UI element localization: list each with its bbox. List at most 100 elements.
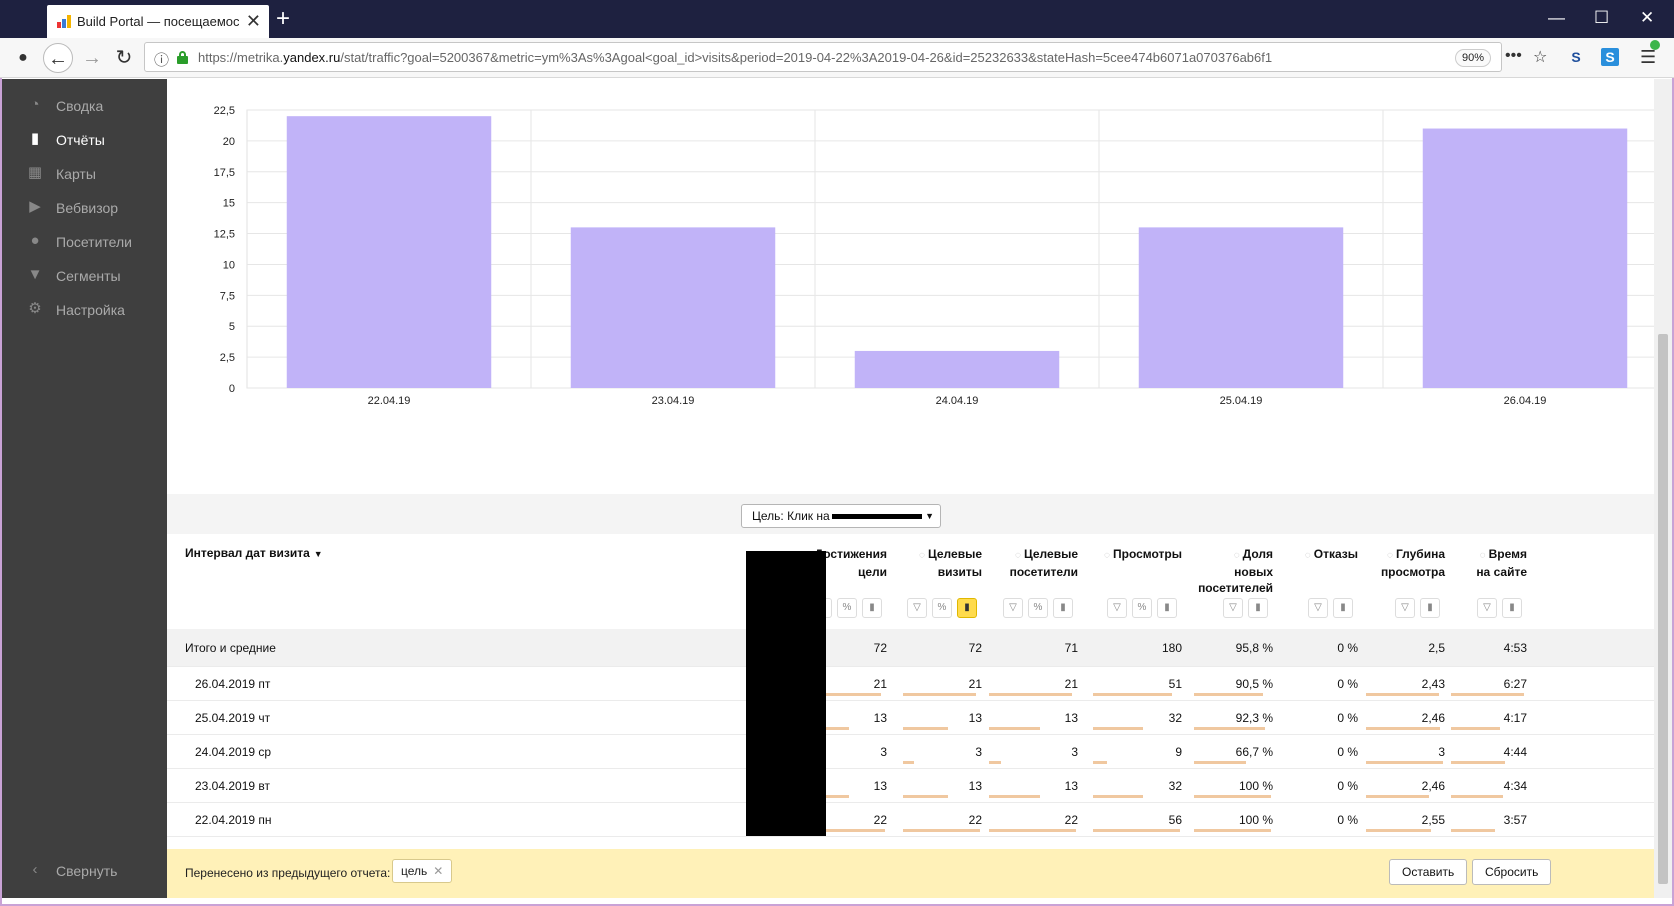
vertical-scrollbar[interactable] [1654, 79, 1672, 898]
chip-label: цель [401, 864, 428, 878]
sidebar-item-reports[interactable]: ▮ Отчёты [2, 123, 167, 157]
column-filter-icon[interactable]: ▽ [1308, 598, 1328, 618]
date-interval-header[interactable]: Интервал дат визита ▼ [185, 546, 323, 560]
sort-arrow-icon: ▼ [313, 549, 323, 559]
info-icon[interactable]: ◌ [919, 550, 925, 561]
update-badge-icon [1650, 40, 1660, 50]
info-icon[interactable]: ◌ [1104, 550, 1110, 561]
column-filter-icon[interactable]: ▽ [1395, 598, 1415, 618]
column-header-new-visitors-share[interactable]: ◌ Доля новых посетителей [1188, 546, 1273, 596]
scrollbar-thumb[interactable] [1658, 334, 1668, 884]
goal-selector[interactable]: Цель: Клик на ▼ [741, 504, 941, 528]
keep-button[interactable]: Оставить [1389, 859, 1468, 885]
address-bar[interactable]: ⓘ https://metrika.yandex.ru/stat/traffic… [144, 42, 1502, 72]
date-cell: 25.04.2019 чт [195, 711, 271, 725]
column-header-time-on-site[interactable]: ◌ Время на сайте [1445, 546, 1527, 580]
extension-s-blue-icon[interactable]: S [1601, 48, 1619, 66]
column-chart-toggle-icon[interactable]: ▮ [1248, 598, 1268, 618]
share-bar [989, 829, 1076, 832]
column-header-label: Глубина [1395, 547, 1445, 561]
column-chart-toggle-icon[interactable]: ▮ [1502, 598, 1522, 618]
cell-page-depth: 2,43 [1421, 677, 1445, 691]
date-cell: 24.04.2019 ср [195, 745, 272, 759]
browser-tab[interactable]: Build Portal — посещаемость ✕ [47, 5, 269, 38]
share-bar [1093, 829, 1180, 832]
cell-goal-visits: 21 [968, 677, 982, 691]
cell-time-on-site: 3:57 [1503, 813, 1527, 827]
notice-text: Перенесено из предыдущего отчета: [185, 866, 391, 880]
column-header-pageviews[interactable]: ◌ Просмотры [1087, 546, 1182, 564]
column-header-goal-visitors[interactable]: ◌ Целевые посетители [983, 546, 1078, 580]
column-percent-icon[interactable]: % [837, 598, 857, 618]
zoom-level[interactable]: 90% [1455, 49, 1491, 67]
column-percent-icon[interactable]: % [1132, 598, 1152, 618]
minimize-icon[interactable]: — [1548, 8, 1565, 27]
column-header-goal-visits[interactable]: ◌ Целевые визиты [897, 546, 982, 580]
column-filter-icon[interactable]: ▽ [1223, 598, 1243, 618]
tab-close-icon[interactable]: ✕ [245, 11, 261, 31]
column-filter-icon[interactable]: ▽ [1003, 598, 1023, 618]
column-header-label: посетители [1009, 565, 1078, 579]
column-filter-icon[interactable]: ▽ [1107, 598, 1127, 618]
table-row[interactable]: 24.04.2019 ср 3 3 3 9 66,7 % 0 % 3 4:44 [167, 735, 1654, 769]
maximize-icon[interactable]: ☐ [1594, 8, 1610, 27]
cell-pageviews: 32 [1168, 711, 1182, 725]
info-icon[interactable]: ◌ [1479, 550, 1486, 561]
column-percent-icon[interactable]: % [1028, 598, 1048, 618]
cell-bounces: 0 % [1337, 641, 1358, 655]
info-icon[interactable]: ◌ [1015, 550, 1021, 561]
column-header-page-depth[interactable]: ◌ Глубина просмотра [1360, 546, 1445, 580]
extension-s-icon[interactable]: S [1571, 49, 1581, 65]
info-icon[interactable]: ◌ [1386, 550, 1393, 561]
forward-button[interactable]: → [82, 47, 102, 69]
share-bar [989, 727, 1040, 730]
reset-button[interactable]: Сбросить [1472, 859, 1552, 885]
info-icon[interactable]: ⓘ [154, 52, 170, 69]
column-percent-icon[interactable]: % [932, 598, 952, 618]
url-text[interactable]: https://metrika.yandex.ru/stat/traffic?g… [198, 50, 1273, 65]
cell-bounces: 0 % [1337, 745, 1358, 759]
share-bar [1366, 795, 1429, 798]
sidebar-item-settings[interactable]: ⚙ Настройка [2, 293, 167, 327]
menu-icon[interactable]: ☰ [1640, 47, 1657, 67]
share-bar [798, 829, 885, 832]
sidebar-item-visitors[interactable]: ● Посетители [2, 225, 167, 259]
sidebar-item-webvisor[interactable]: ▶ Вебвизор [2, 191, 167, 225]
y-tick-label: 22,5 [214, 105, 235, 117]
back-button[interactable]: ← [43, 43, 73, 73]
tor-onion-icon[interactable]: ● [18, 49, 28, 66]
sidebar-item-label: Посетители [56, 234, 132, 250]
column-chart-toggle-icon[interactable]: ▮ [1333, 598, 1353, 618]
sidebar-item-segments[interactable]: ▼ Сегменты [2, 259, 167, 293]
bar-26.04.19 [1422, 128, 1628, 388]
close-window-icon[interactable]: ✕ [1640, 8, 1655, 27]
collapse-sidebar-button[interactable]: ‹ Свернуть [2, 854, 167, 884]
column-filter-icon[interactable]: ▽ [1477, 598, 1497, 618]
table-row[interactable]: 22.04.2019 пн 22 22 22 56 100 % 0 % 2,55 3:57 [167, 803, 1654, 837]
table-row[interactable]: 26.04.2019 пт 21 21 21 51 90,5 % 0 % 2,43 6:27 [167, 667, 1654, 701]
column-chart-toggle-icon[interactable]: ▮ [1157, 598, 1177, 618]
column-chart-toggle-icon[interactable]: ▮ [957, 598, 977, 618]
more-options-icon[interactable]: ••• [1505, 47, 1522, 64]
chip-remove-icon[interactable]: ✕ [433, 864, 444, 878]
totals-row[interactable]: Итого и средние 72 72 71 180 95,8 % 0 % 2,5 4:53 [167, 629, 1654, 667]
sidebar-item-maps[interactable]: ▦ Карты [2, 157, 167, 191]
sidebar-item-summary[interactable]: ◔ Сводка [2, 89, 167, 123]
info-icon[interactable]: ◌ [1304, 550, 1311, 561]
table-row[interactable]: 23.04.2019 вт 13 13 13 32 100 % 0 % 2,46 4:34 [167, 769, 1654, 803]
info-icon[interactable]: ◌ [1233, 550, 1240, 561]
column-chart-toggle-icon[interactable]: ▮ [1053, 598, 1073, 618]
column-header-bounces[interactable]: ◌ Отказы [1288, 546, 1358, 564]
new-tab-button[interactable]: + [276, 5, 291, 32]
column-filter-icon[interactable]: ▽ [907, 598, 927, 618]
cell-time-on-site: 4:17 [1503, 711, 1527, 725]
carried-filter-chip[interactable]: цель ✕ [392, 859, 453, 883]
column-chart-toggle-icon[interactable]: ▮ [862, 598, 882, 618]
column-chart-toggle-icon[interactable]: ▮ [1420, 598, 1440, 618]
reload-button[interactable]: ↻ [115, 47, 133, 69]
table-row[interactable]: 25.04.2019 чт 13 13 13 32 92,3 % 0 % 2,46 4:17 [167, 701, 1654, 735]
bookmark-star-icon[interactable]: ☆ [1533, 49, 1548, 66]
column-header-label: просмотра [1380, 565, 1445, 579]
cell-goal-reaches: 22 [873, 813, 887, 827]
map-icon: ▦ [27, 164, 43, 181]
